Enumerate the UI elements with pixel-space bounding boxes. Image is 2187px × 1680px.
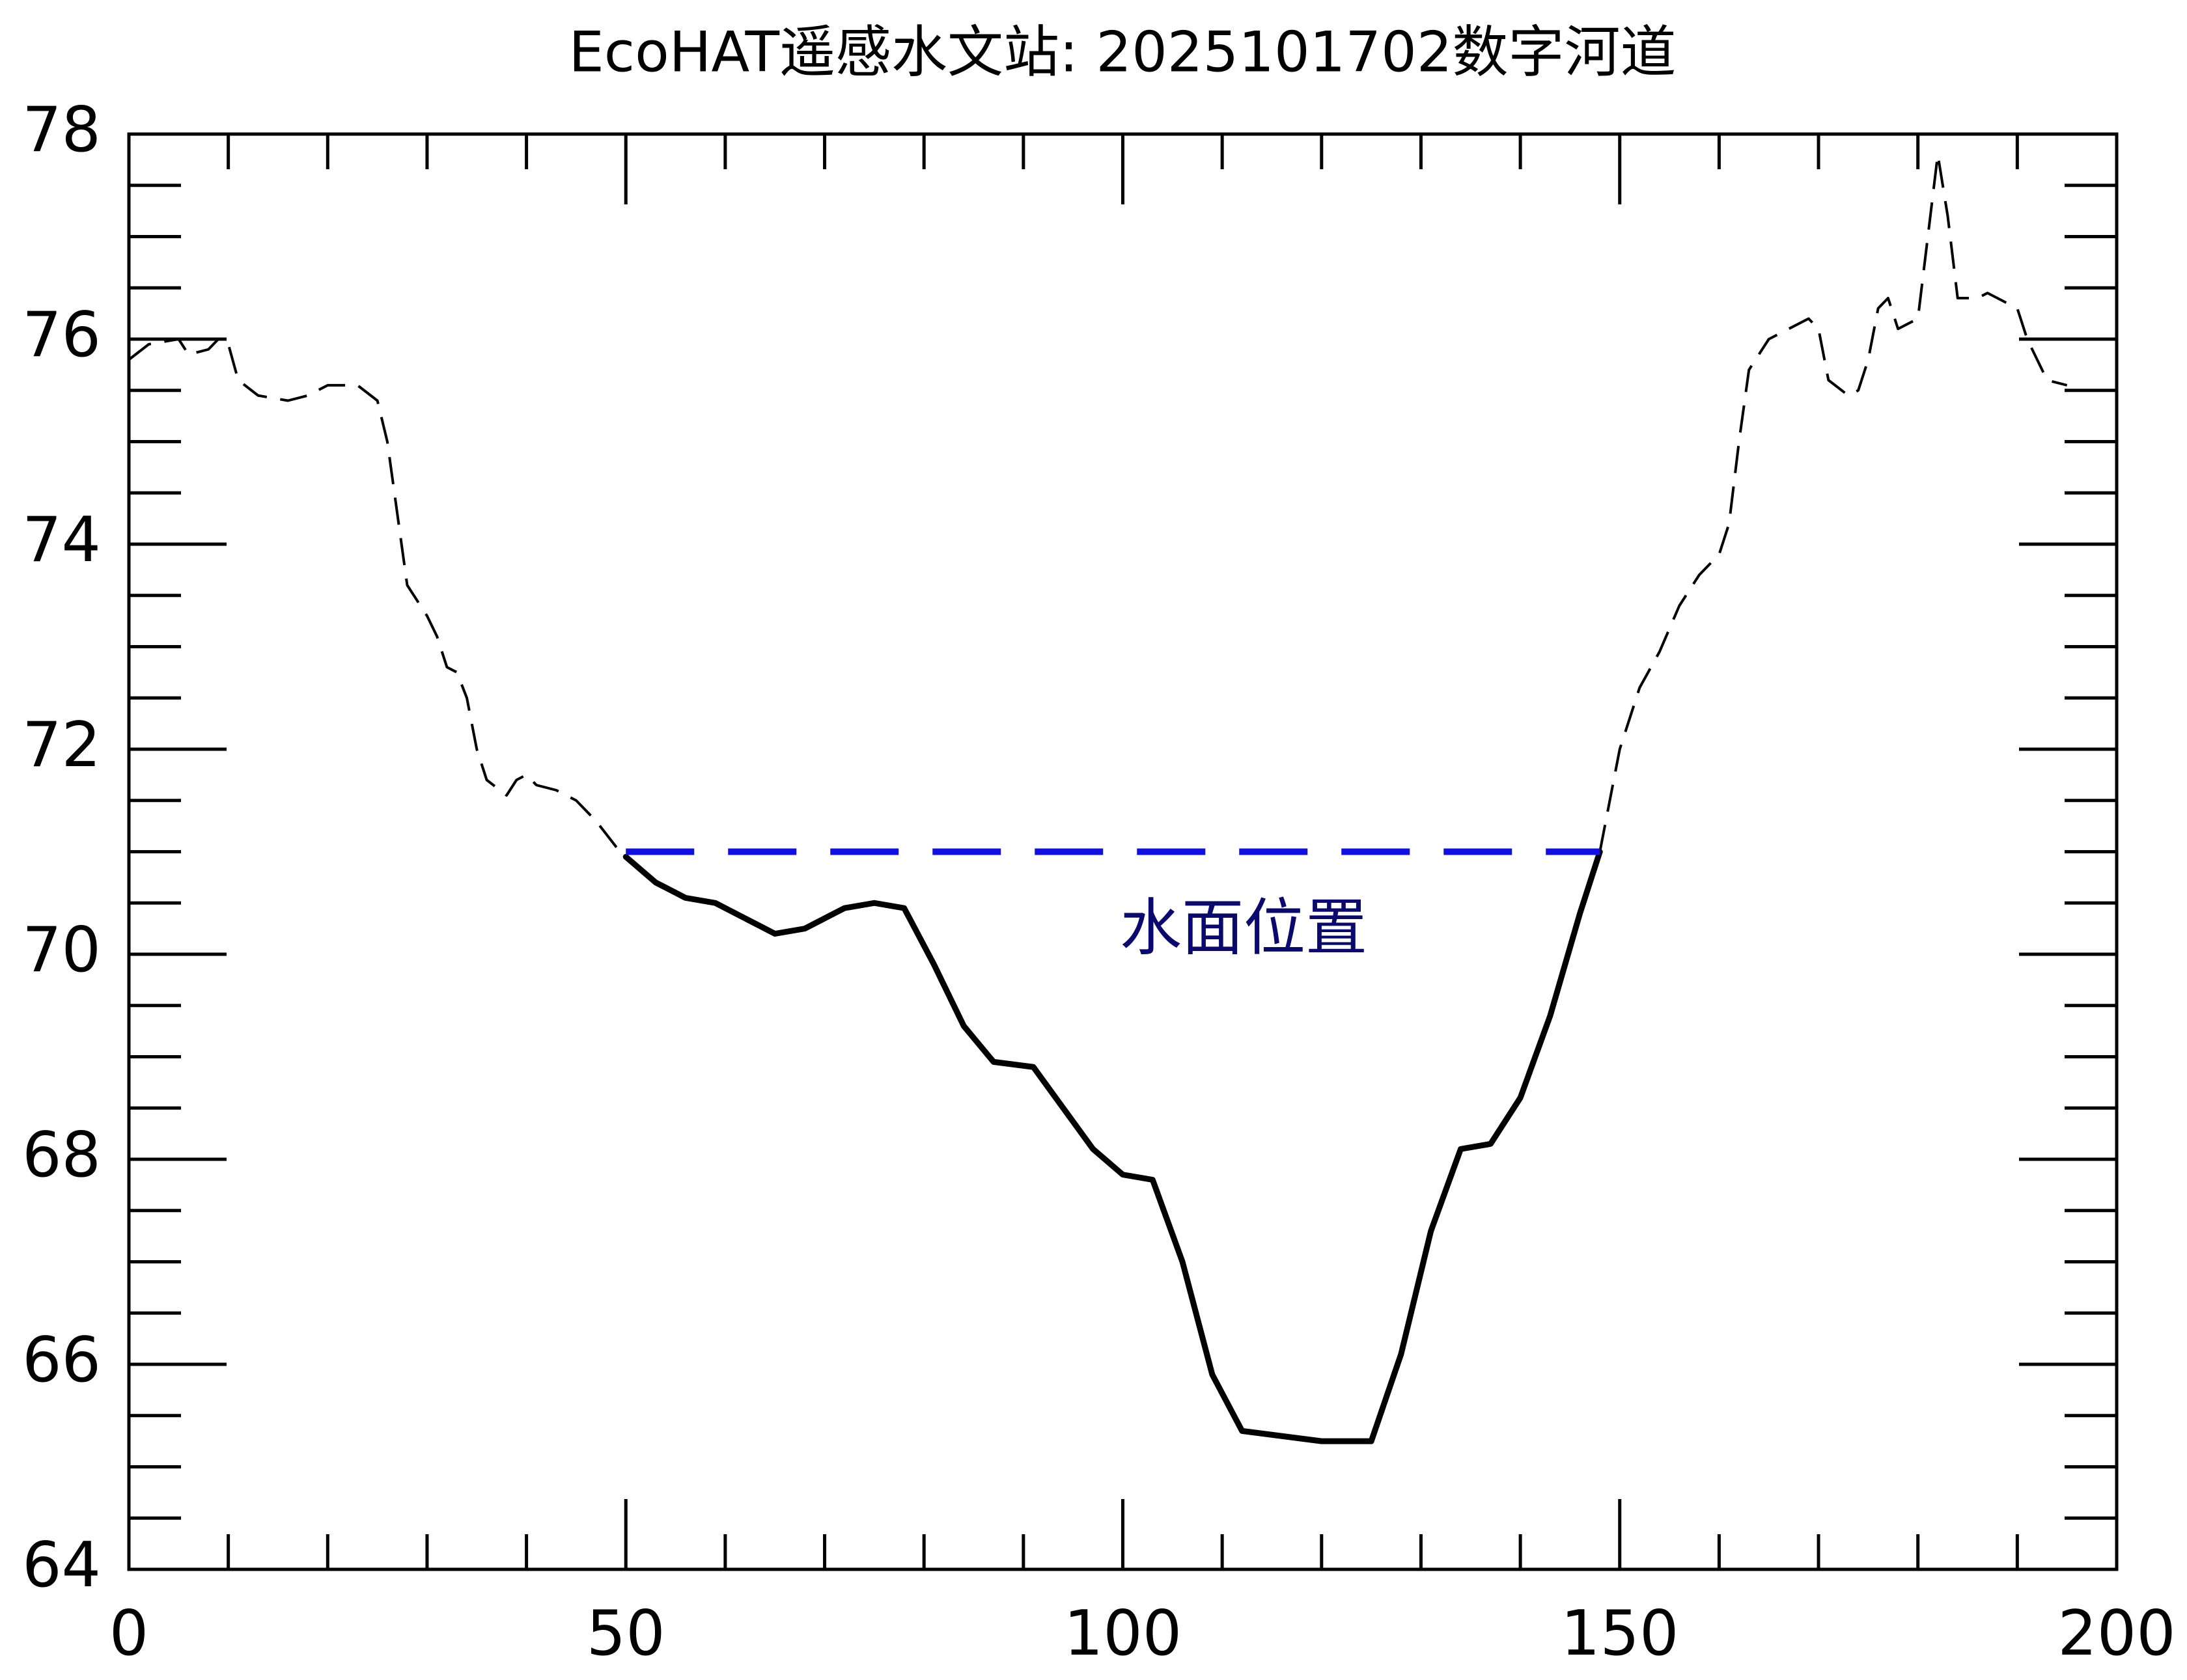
y-tick-label: 66 bbox=[22, 1325, 101, 1396]
x-tick-label: 50 bbox=[587, 1598, 665, 1670]
y-tick-label: 72 bbox=[22, 709, 101, 781]
chart-title: EcoHAT遥感水文站: 2025101702数字河道 bbox=[568, 20, 1676, 85]
y-tick-label: 74 bbox=[22, 504, 101, 576]
line-series bbox=[1598, 153, 2068, 852]
line-series bbox=[128, 338, 627, 858]
y-tick-label: 78 bbox=[22, 94, 101, 166]
y-tick-label: 70 bbox=[22, 915, 101, 986]
y-tick-label: 68 bbox=[22, 1120, 101, 1191]
line-series bbox=[622, 849, 1603, 1444]
annotation: 水面位置 bbox=[1120, 892, 1367, 964]
x-tick-label: 0 bbox=[109, 1598, 148, 1670]
plot-frame bbox=[127, 132, 2119, 1571]
x-tick-label: 100 bbox=[1064, 1598, 1182, 1670]
x-tick-label: 150 bbox=[1561, 1598, 1679, 1670]
y-tick-label: 76 bbox=[22, 299, 101, 371]
y-tick-label: 64 bbox=[22, 1530, 101, 1601]
x-tick-label: 200 bbox=[2057, 1598, 2175, 1670]
